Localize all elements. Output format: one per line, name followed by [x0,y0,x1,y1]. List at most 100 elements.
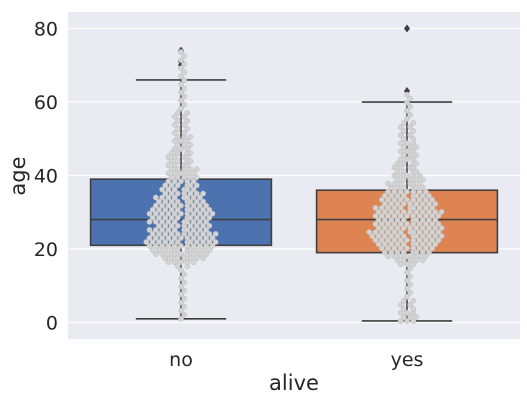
swarm-point-yes-246 [410,136,417,142]
swarm-point-no-149 [206,206,213,213]
y-tick-label-60: 60 [34,92,58,114]
swarm-point-yes-53 [378,245,385,252]
swarm-point-no-125 [162,214,169,221]
swarm-point-yes-44 [426,249,432,256]
swarm-point-no-133 [165,210,172,217]
swarm-point-no-42 [200,247,206,253]
swarm-point-yes-156 [410,204,417,211]
x-tick-label-yes: yes [391,349,424,371]
swarm-point-no-82 [187,231,194,237]
swarm-point-no-254 [174,109,181,116]
swarm-point-yes-151 [432,209,439,215]
swarm-point-no-155 [190,202,197,209]
swarm-point-no-109 [206,222,213,229]
swarm-point-no-7 [181,287,188,294]
swarm-point-no-214 [193,166,200,173]
swarm-point-yes-190 [404,188,410,195]
swarm-point-no-252 [171,113,178,120]
swarm-point-no-113 [165,218,172,225]
swarm-point-no-190 [174,182,181,189]
swarm-point-yes-62 [382,241,388,248]
swarm-point-no-39 [168,247,175,253]
swarm-point-yes-155 [397,204,404,211]
swarm-point-yes-166 [413,200,420,207]
swarm-point-yes-205 [410,180,417,187]
swarm-point-yes-126 [419,217,426,223]
swarm-point-yes-47 [397,245,404,252]
swarm-point-yes-147 [419,209,426,215]
swarm-point-no-242 [187,134,194,140]
swarm-point-no-40 [193,247,200,253]
swarm-point-no-170 [184,194,191,201]
swarm-point-yes-202 [388,184,395,191]
swarm-point-yes-124 [413,217,420,223]
swarm-point-no-159 [203,202,210,209]
swarm-point-no-64 [156,239,162,245]
swarm-point-no-200 [181,174,188,181]
swarm-point-yes-133 [397,213,404,219]
swarm-point-no-65 [206,239,213,245]
swarm-point-yes-16 [407,289,413,296]
swarm-point-yes-201 [419,184,426,191]
swarm-point-yes-161 [378,204,385,211]
swarm-point-no-175 [152,194,159,201]
swarm-point-yes-220 [400,168,407,175]
swarm-point-no-63 [200,239,206,245]
swarm-point-yes-231 [404,156,410,163]
swarm-point-yes-68 [391,237,398,244]
swarm-point-no-128 [206,214,213,221]
swarm-point-no-174 [197,194,203,201]
swarm-point-yes-235 [400,152,407,159]
swarm-point-no-123 [168,214,175,221]
swarm-point-no-86 [200,231,206,237]
swarm-point-yes-172 [432,200,439,207]
swarm-point-yes-37 [423,253,429,260]
swarm-point-yes-222 [394,168,401,175]
swarm-point-yes-31 [404,253,410,260]
swarm-point-yes-164 [407,200,413,207]
swarm-point-no-5 [181,295,188,302]
x-axis-label: alive [269,371,319,395]
swarm-point-yes-63 [432,241,439,248]
swarm-point-no-95 [190,227,197,233]
swarm-point-no-246 [174,125,181,132]
swarm-point-no-66 [149,239,156,245]
swarm-point-yes-232 [397,156,404,163]
swarm-point-no-231 [178,146,184,152]
swarm-point-yes-187 [388,192,395,199]
swarm-point-no-100 [146,227,153,233]
swarm-point-no-194 [162,182,169,189]
swarm-point-no-247 [181,121,188,128]
swarm-point-no-251 [181,113,188,120]
swarm-point-no-92 [171,227,178,233]
swarm-point-yes-131 [375,217,382,223]
swarm-point-yes-230 [394,160,401,167]
swarm-point-yes-134 [410,213,417,219]
swarm-point-no-97 [197,227,203,233]
swarm-point-no-243 [181,130,188,136]
swarm-point-yes-229 [413,160,420,167]
swarm-point-yes-109 [375,225,382,231]
swarm-point-yes-13 [410,297,417,304]
swarm-point-no-23 [168,255,175,262]
swarm-point-yes-97 [372,229,379,235]
swarm-point-yes-25 [410,261,417,268]
swarm-point-no-52 [197,243,203,249]
swarm-point-yes-160 [423,204,429,211]
swarm-point-no-198 [165,178,172,185]
swarm-point-no-187 [190,186,197,193]
y-tick-label-0: 0 [46,312,58,334]
swarm-point-no-207 [184,170,191,177]
swarm-point-yes-89 [397,229,404,235]
swarm-point-no-239 [184,138,191,144]
swarm-point-no-257 [178,97,184,104]
swarm-point-yes-236 [413,152,420,159]
y-axis-label: age [6,156,30,195]
swarm-point-yes-59 [419,241,426,248]
swarm-point-no-146 [162,206,169,213]
swarm-point-yes-196 [423,188,429,195]
swarm-point-yes-26 [407,257,413,264]
swarm-point-yes-226 [391,164,398,171]
swarm-point-yes-258 [404,107,410,114]
swarm-point-yes-35 [416,253,423,260]
